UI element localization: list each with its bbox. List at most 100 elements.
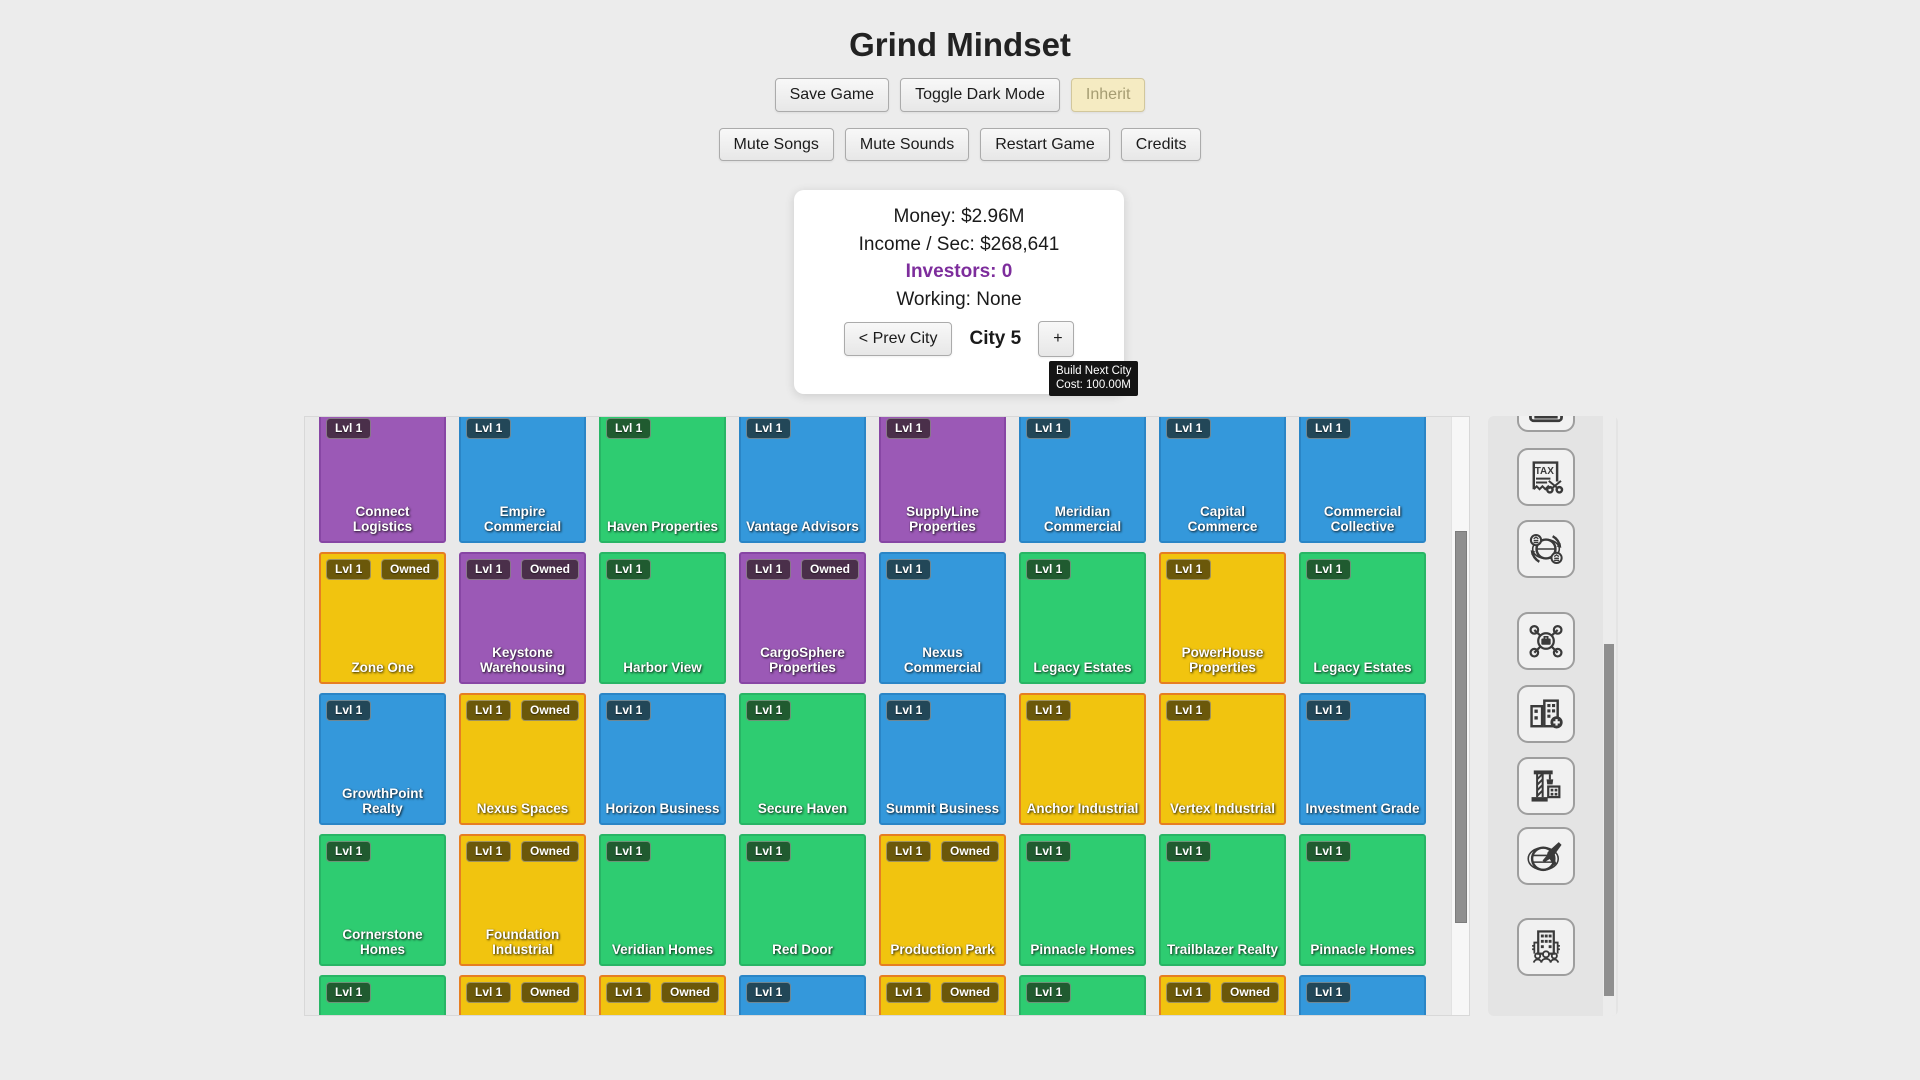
tile-name: Connect Logistics (352, 504, 413, 534)
property-tile[interactable]: Lvl 1 Red Door (739, 834, 866, 966)
property-tile[interactable]: Lvl 1 Owned Zone One (319, 552, 446, 684)
city-label: City 5 (969, 328, 1022, 349)
property-tile[interactable]: Lvl 1 Vertex Industrial (1159, 693, 1286, 825)
property-tile[interactable]: Lvl 1 Legacy Estates (1299, 552, 1426, 684)
toggle-dark-mode-button[interactable]: Toggle Dark Mode (900, 78, 1060, 112)
property-tile[interactable]: Lvl 1 Secure Haven (739, 693, 866, 825)
inherit-button[interactable]: Inherit (1070, 78, 1146, 112)
level-badge: Lvl 1 (326, 418, 372, 439)
property-tile[interactable]: Lvl 1 Owned (1159, 975, 1286, 1015)
tile-name: Horizon Business (605, 801, 720, 816)
level-badge: Lvl 1 (886, 982, 932, 1003)
property-tile[interactable]: Lvl 1 Trailblazer Realty (1159, 834, 1286, 966)
working-text: Working: None (896, 288, 1022, 310)
tooltip-line-2: Cost: 100.00M (1056, 379, 1131, 391)
property-tile[interactable]: Lvl 1 Harbor View (599, 552, 726, 684)
calculator-button[interactable] (1517, 416, 1575, 432)
property-tile[interactable]: Lvl 1 (1299, 975, 1426, 1015)
owned-badge: Owned (520, 982, 579, 1003)
tile-name: CargoSphere Properties (760, 645, 845, 675)
construction-button[interactable] (1517, 757, 1575, 815)
level-badge: Lvl 1 (886, 700, 932, 721)
restart-game-button[interactable]: Restart Game (980, 127, 1110, 162)
sidebar-scrollbar-thumb[interactable] (1604, 644, 1614, 996)
property-tile[interactable]: Lvl 1 (739, 975, 866, 1015)
add-property-icon (1526, 694, 1566, 734)
property-tile[interactable]: Lvl 1 (1019, 975, 1146, 1015)
property-tile[interactable]: Lvl 1 Owned CargoSphere Properties (739, 552, 866, 684)
owned-badge: Owned (1220, 982, 1279, 1003)
tile-name: Zone One (351, 660, 414, 675)
mute-sounds-button[interactable]: Mute Sounds (844, 127, 970, 162)
property-tile[interactable]: Lvl 1 Legacy Estates (1019, 552, 1146, 684)
property-tile[interactable]: Lvl 1 Cornerstone Homes (319, 834, 446, 966)
mute-songs-button[interactable]: Mute Songs (718, 127, 834, 162)
level-badge: Lvl 1 (1026, 559, 1072, 580)
property-tile[interactable]: Lvl 1 Anchor Industrial (1019, 693, 1146, 825)
grid-scrollbar[interactable] (1451, 417, 1469, 1015)
corporation-button[interactable] (1517, 918, 1575, 976)
property-tile[interactable]: Lvl 1 Capital Commerce (1159, 417, 1286, 543)
property-tile[interactable]: Lvl 1 Owned Production Park (879, 834, 1006, 966)
tile-name: Vertex Industrial (1169, 801, 1276, 816)
level-badge: Lvl 1 (466, 559, 512, 580)
tile-name: Anchor Industrial (1026, 801, 1139, 816)
property-tile[interactable]: Lvl 1 Empire Commercial (459, 417, 586, 543)
property-tile[interactable]: Lvl 1 Owned Keystone Warehousing (459, 552, 586, 684)
save-game-button[interactable]: Save Game (774, 78, 890, 112)
tile-name: Keystone Warehousing (479, 645, 565, 675)
property-tile[interactable]: Lvl 1 Haven Properties (599, 417, 726, 543)
sidebar-scrollbar[interactable] (1603, 416, 1616, 1016)
business-network-button[interactable] (1517, 612, 1575, 670)
money-text: Money: $2.96M (893, 206, 1025, 227)
level-badge: Lvl 1 (1166, 982, 1212, 1003)
property-tile[interactable]: Lvl 1 (319, 975, 446, 1015)
level-badge: Lvl 1 (1166, 559, 1212, 580)
property-tile[interactable]: Lvl 1 Investment Grade (1299, 693, 1426, 825)
credits-button[interactable]: Credits (1120, 127, 1202, 162)
level-badge: Lvl 1 (886, 418, 932, 439)
global-banking-icon (1526, 529, 1566, 569)
add-property-button[interactable] (1517, 685, 1575, 743)
property-tile[interactable]: Lvl 1 Owned (879, 975, 1006, 1015)
property-tile[interactable]: Lvl 1 Commercial Collective (1299, 417, 1426, 543)
property-tile[interactable]: Lvl 1 Nexus Commercial (879, 552, 1006, 684)
build-next-city-button[interactable]: + (1038, 321, 1075, 357)
level-badge: Lvl 1 (606, 700, 652, 721)
property-tile[interactable]: Lvl 1 SupplyLine Properties (879, 417, 1006, 543)
property-tile[interactable]: Lvl 1 Summit Business (879, 693, 1006, 825)
global-travel-button[interactable] (1517, 827, 1575, 885)
property-tile[interactable]: Lvl 1 Veridian Homes (599, 834, 726, 966)
level-badge: Lvl 1 (326, 559, 372, 580)
property-grid-container: Lvl 1 Connect Logistics Lvl 1 Empire Com… (304, 416, 1470, 1016)
global-banking-button[interactable] (1517, 520, 1575, 578)
property-tile[interactable]: Lvl 1 Owned Nexus Spaces (459, 693, 586, 825)
sidebar: TAX (1488, 416, 1618, 1016)
property-tile[interactable]: Lvl 1 Pinnacle Homes (1019, 834, 1146, 966)
property-tile[interactable]: Lvl 1 Horizon Business (599, 693, 726, 825)
level-badge: Lvl 1 (1026, 418, 1072, 439)
property-tile[interactable]: Lvl 1 GrowthPoint Realty (319, 693, 446, 825)
owned-badge: Owned (940, 841, 999, 862)
business-network-icon (1526, 621, 1566, 661)
property-tile[interactable]: Lvl 1 Pinnacle Homes (1299, 834, 1426, 966)
tile-name: Legacy Estates (1313, 660, 1412, 675)
property-tile[interactable]: Lvl 1 Owned (459, 975, 586, 1015)
level-badge: Lvl 1 (1306, 559, 1352, 580)
property-tile[interactable]: Lvl 1 Connect Logistics (319, 417, 446, 543)
toolbar-row-1: Save Game Toggle Dark Mode Inherit (0, 78, 1920, 112)
level-badge: Lvl 1 (746, 418, 792, 439)
build-next-city-tooltip: Build Next City Cost: 100.00M (1049, 361, 1139, 396)
tax-cut-button[interactable]: TAX (1517, 448, 1575, 506)
property-tile[interactable]: Lvl 1 PowerHouse Properties (1159, 552, 1286, 684)
prev-city-button[interactable]: < Prev City (843, 322, 953, 356)
grid-scrollbar-thumb[interactable] (1455, 531, 1467, 923)
level-badge: Lvl 1 (746, 559, 792, 580)
property-tile[interactable]: Lvl 1 Owned (599, 975, 726, 1015)
property-tile[interactable]: Lvl 1 Meridian Commercial (1019, 417, 1146, 543)
property-tile[interactable]: Lvl 1 Vantage Advisors (739, 417, 866, 543)
tile-name: Veridian Homes (611, 942, 714, 957)
tile-name: Meridian Commercial (1043, 504, 1122, 534)
owned-badge: Owned (800, 559, 859, 580)
property-tile[interactable]: Lvl 1 Owned Foundation Industrial (459, 834, 586, 966)
